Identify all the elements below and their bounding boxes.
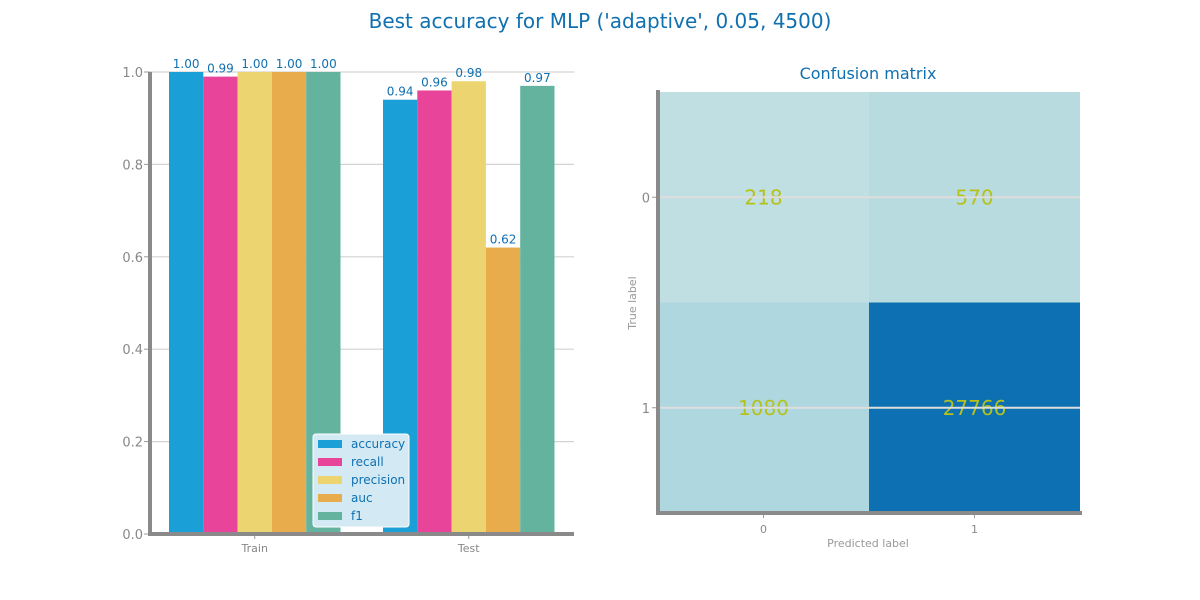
confusion-matrix-title: Confusion matrix (800, 64, 937, 83)
bar (237, 72, 272, 534)
legend-label: auc (351, 491, 373, 505)
legend-swatch (318, 476, 342, 484)
figure-title: Best accuracy for MLP ('adaptive', 0.05,… (369, 9, 832, 33)
legend-label: recall (351, 455, 384, 469)
x-tick-label: 0 (760, 523, 767, 536)
legend-box (312, 433, 410, 528)
legend-label: precision (351, 473, 405, 487)
data-label: 1.00 (310, 57, 337, 71)
y-tick-label: 0.6 (122, 251, 143, 266)
legend-swatch (318, 458, 342, 466)
x-tick-label: Test (457, 542, 480, 555)
confusion-matrix-chart: Confusion matrix Predicted label True la… (626, 64, 1082, 550)
y-tick-label: 0.2 (122, 436, 143, 451)
data-label: 0.62 (490, 233, 517, 247)
bar (271, 72, 307, 534)
x-tick-label: Train (241, 542, 268, 555)
x-axis-label: Predicted label (827, 537, 909, 550)
data-label: 1.00 (173, 57, 200, 71)
y-tick-label: 1.0 (122, 66, 143, 81)
bar (520, 85, 555, 535)
bar (203, 76, 238, 535)
y-tick-label: 1 (642, 402, 650, 417)
legend-label: accuracy (351, 437, 405, 451)
legend: accuracy recall precision auc f1 (312, 433, 410, 528)
legend-swatch (318, 512, 342, 520)
x-tick-label: 1 (971, 523, 978, 536)
data-label: 0.99 (207, 62, 234, 76)
y-tick-label: 0.0 (122, 528, 143, 543)
data-label: 1.00 (241, 57, 268, 71)
y-tick-label: 0.4 (122, 343, 143, 358)
y-tick-label: 0.8 (122, 158, 143, 173)
y-tick-label: 0 (642, 191, 650, 206)
data-label: 0.96 (421, 75, 448, 89)
legend-swatch (318, 440, 342, 448)
data-label: 0.94 (387, 85, 414, 99)
data-label: 0.98 (455, 66, 482, 80)
data-label: 1.00 (276, 57, 303, 71)
bar (485, 247, 521, 534)
bar-chart: 0.0 0.2 0.4 0.6 0.8 1.0 1.00 0.99 1.00 1.00 1.00 Tr… (122, 57, 574, 555)
legend-label: f1 (351, 509, 363, 523)
legend-swatch (318, 494, 342, 502)
data-label: 0.97 (524, 71, 551, 85)
bar (451, 81, 486, 535)
bar (417, 90, 452, 534)
bar (169, 72, 204, 534)
y-axis-label: True label (626, 276, 639, 330)
